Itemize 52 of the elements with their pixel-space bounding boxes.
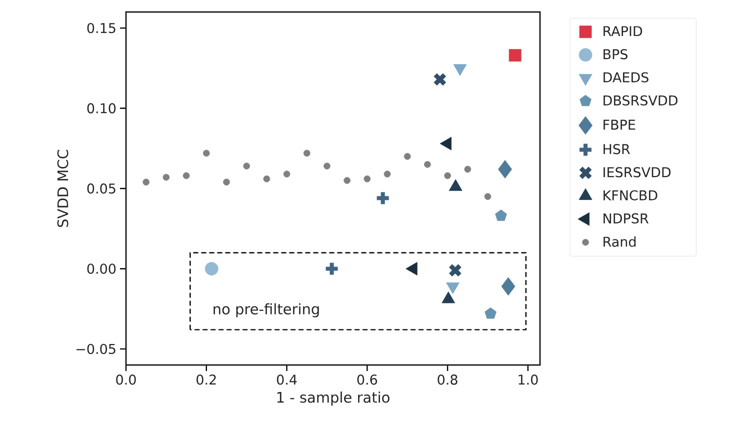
x-tick-label: 0.8 (438, 374, 458, 385)
x-tick-label: 0.2 (196, 374, 216, 385)
legend-label: RAPID (604, 26, 642, 36)
point (444, 172, 451, 180)
point (182, 172, 190, 180)
legend-label: Rand (604, 236, 636, 247)
point (484, 193, 492, 200)
annotation: no pre-filtering (214, 303, 319, 318)
legend-label: NDPSR (604, 213, 648, 224)
point (424, 161, 431, 168)
point (243, 162, 250, 170)
point (162, 174, 170, 181)
legend-label: KFNCBD (604, 190, 658, 200)
legend-label: FBPE (604, 120, 636, 130)
legend-label: BPS (604, 49, 628, 60)
point (303, 150, 310, 157)
point (324, 260, 340, 277)
y-tick-label: 0.05 (87, 183, 116, 194)
x-tick-label: 0.0 (116, 374, 136, 385)
point (448, 263, 462, 278)
x-tick-label: 0.4 (276, 374, 297, 385)
y-axis-title: SVDD MCC (57, 150, 68, 227)
point (508, 49, 522, 62)
point (324, 162, 330, 170)
point (364, 175, 371, 182)
point (404, 153, 411, 160)
point (263, 175, 270, 182)
y-tick-label: 0.10 (87, 103, 116, 114)
legend-label: HSR (604, 144, 630, 154)
point (433, 72, 447, 86)
point (495, 210, 507, 221)
legend-label: DBSRSVDD (604, 95, 678, 106)
point (223, 178, 230, 186)
point (498, 160, 512, 178)
y-tick-label: −0.05 (76, 344, 116, 354)
x-axis-title: 1 - sample ratio (277, 392, 390, 406)
point (142, 178, 150, 186)
legend-label: IESRSVDD (604, 167, 671, 178)
point (384, 170, 391, 178)
y-tick-label: 0.00 (87, 264, 116, 274)
point (344, 177, 350, 184)
y-tick-label: 0.15 (87, 22, 116, 34)
point (204, 262, 218, 276)
point (283, 170, 290, 178)
x-tick-label: 0.6 (357, 374, 378, 385)
point (464, 166, 472, 173)
legend-label: DAEDS (604, 72, 648, 82)
point (484, 307, 496, 319)
point (202, 150, 210, 157)
x-tick-label: 1.0 (518, 374, 538, 385)
point (501, 277, 516, 296)
point (374, 190, 391, 206)
